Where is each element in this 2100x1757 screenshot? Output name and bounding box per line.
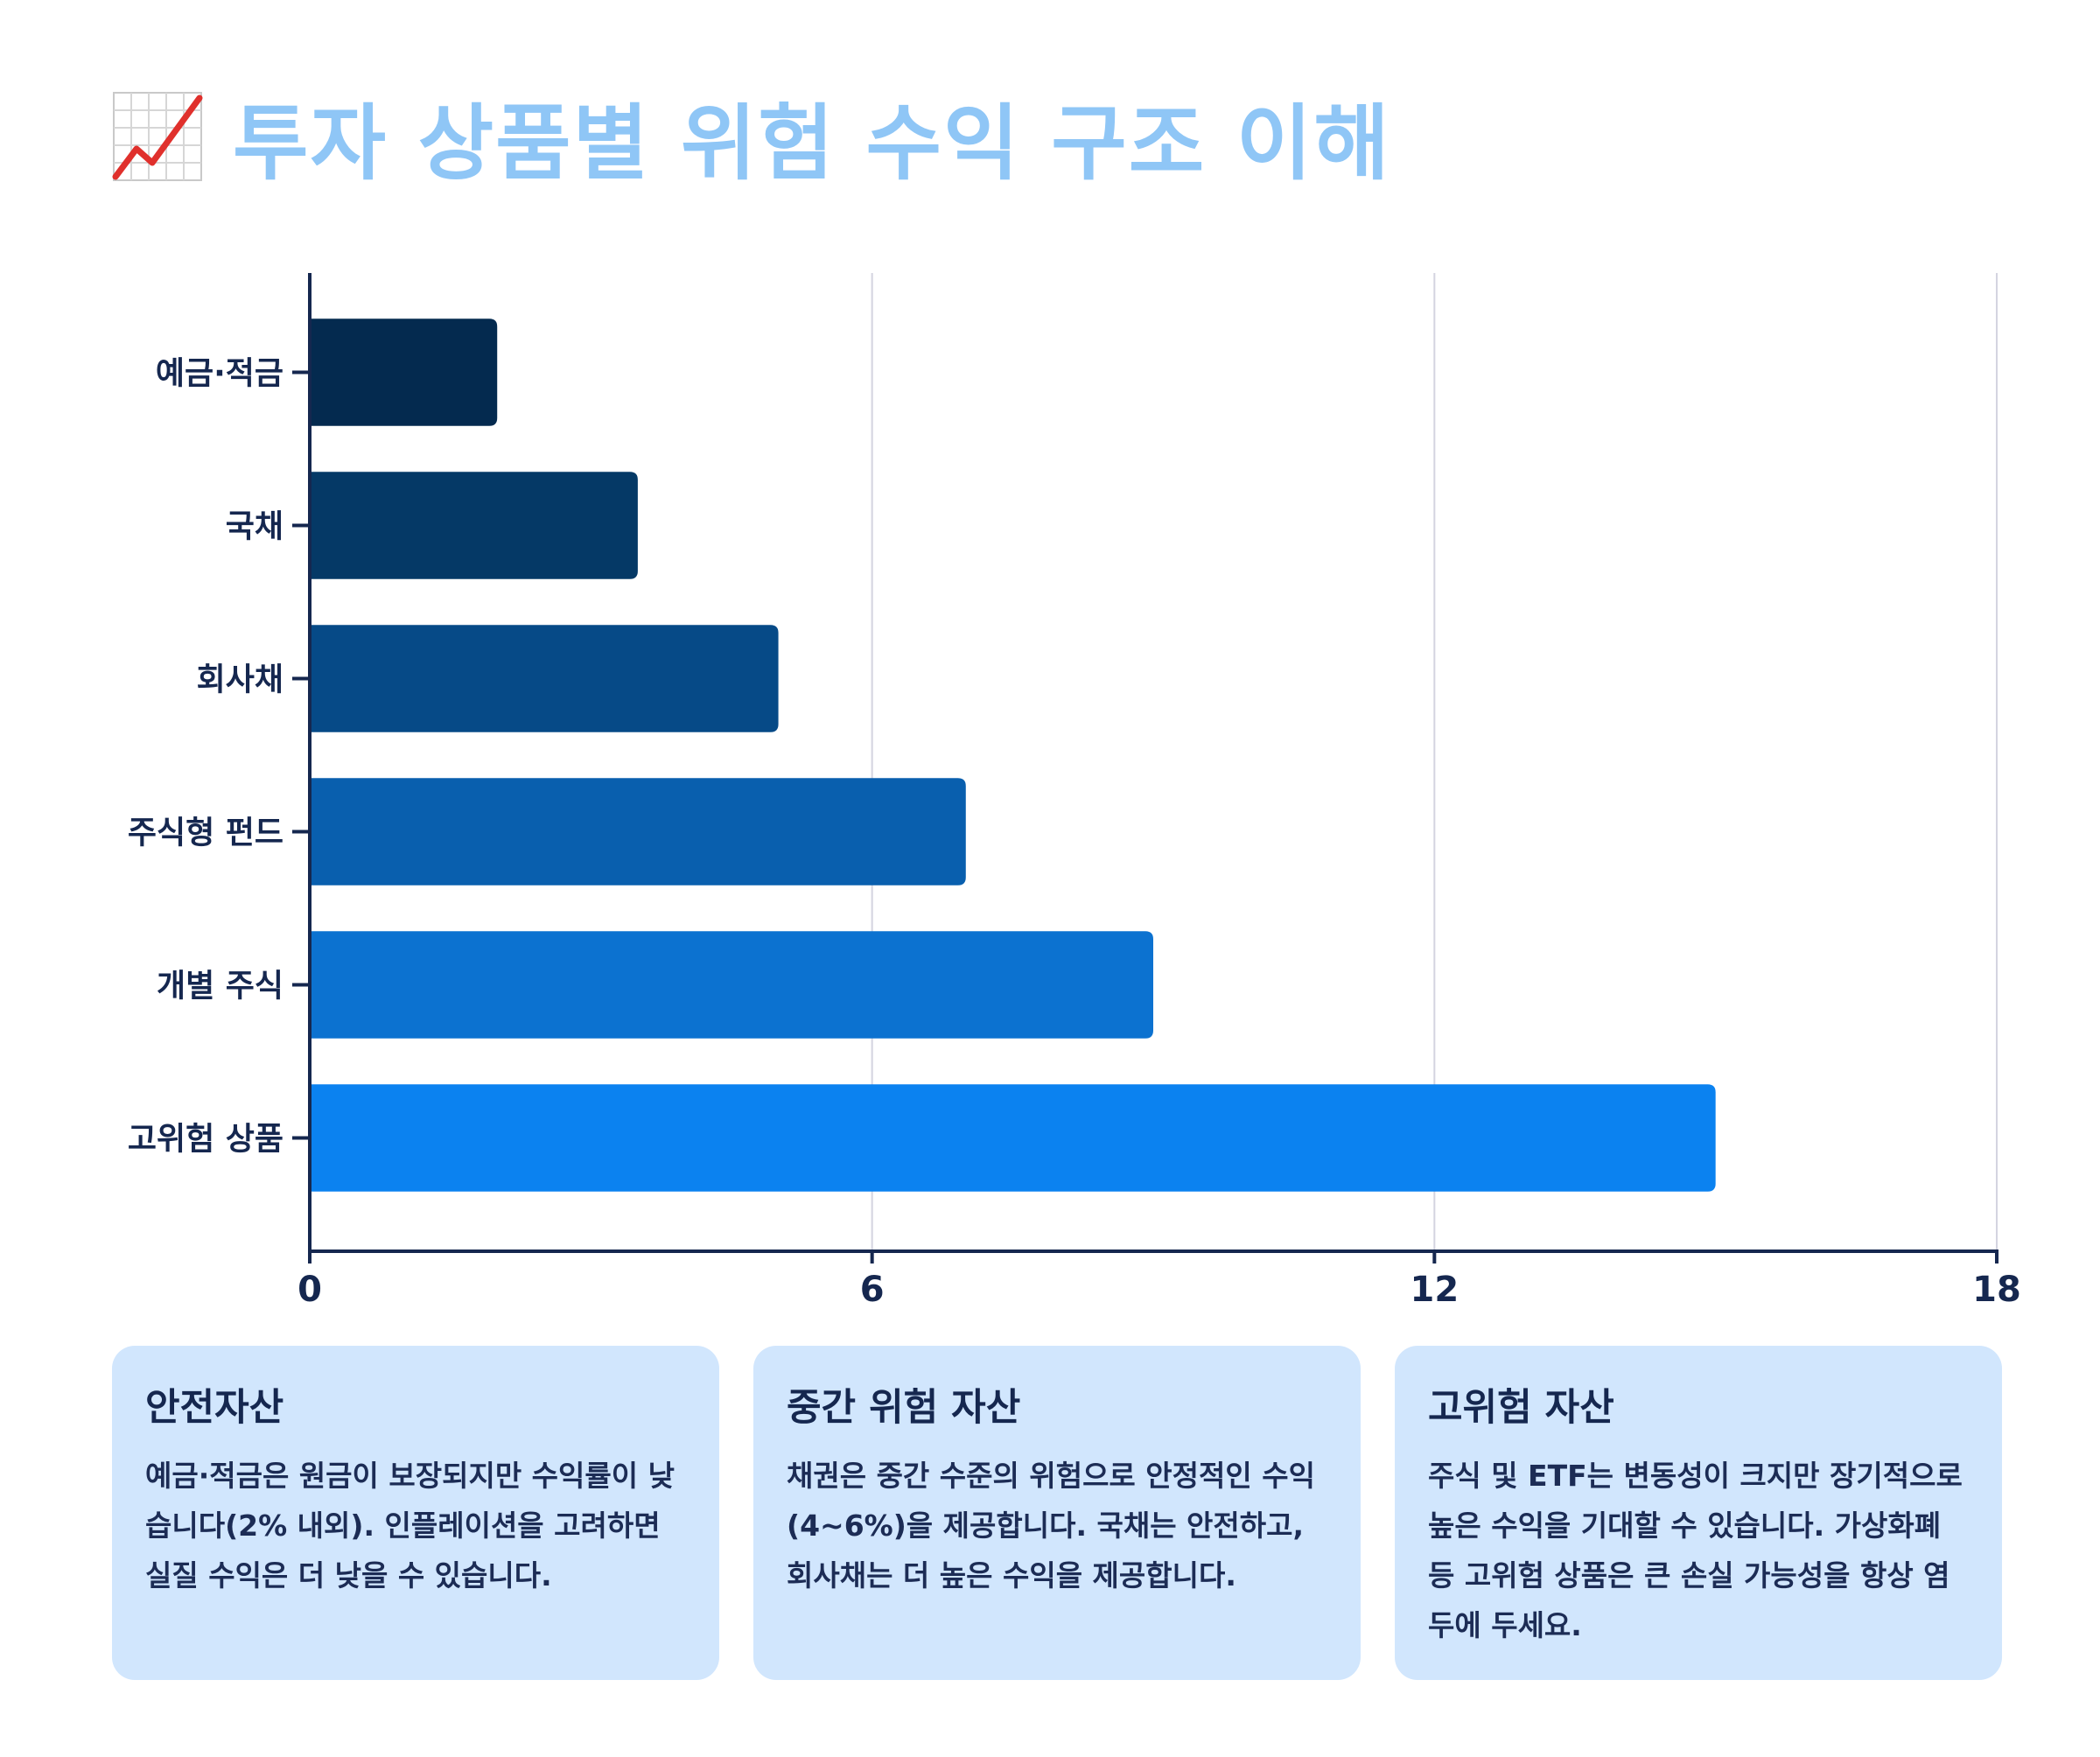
card-body: 채권은 중간 수준의 위험으로 안정적인 수익(4~6%)을 제공합니다. 국채…	[787, 1459, 1315, 1592]
card-title: 고위험 자산	[1428, 1386, 1614, 1430]
info-cards: 안전자산 예금·적금은 원금이 보장되지만 수익률이 낮습니다(2% 내외). …	[112, 1346, 2002, 1680]
x-tick-label: 18	[1972, 1270, 2021, 1310]
y-tick-label: 주식형 펀드	[128, 816, 284, 851]
bar	[310, 931, 1153, 1039]
header: 투자 상품별 위험 수익 구조 이해	[112, 84, 1391, 192]
card-title: 중간 위험 자산	[787, 1386, 1021, 1430]
x-tick-label: 6	[860, 1270, 885, 1310]
page-title: 투자 상품별 위험 수익 구조 이해	[233, 96, 1391, 192]
card-high-risk-assets: 고위험 자산 주식 및 ETF는 변동성이 크지만 장기적으로 높은 수익을 기…	[1395, 1346, 2002, 1680]
y-tick-label: 고위험 상품	[128, 1122, 284, 1158]
card-body: 예금·적금은 원금이 보장되지만 수익률이 낮습니다(2% 내외). 인플레이션…	[145, 1459, 675, 1592]
bar	[310, 472, 638, 579]
card-safe-assets: 안전자산 예금·적금은 원금이 보장되지만 수익률이 낮습니다(2% 내외). …	[112, 1346, 719, 1680]
card-body: 주식 및 ETF는 변동성이 크지만 장기적으로 높은 수익을 기대할 수 있습…	[1428, 1459, 1963, 1642]
x-tick-label: 0	[298, 1270, 322, 1310]
bar	[310, 318, 498, 426]
bar	[310, 625, 779, 732]
bar	[310, 1084, 1716, 1192]
y-tick-label: 회사채	[197, 662, 284, 698]
chart-axes	[308, 273, 1998, 1253]
x-tick-label: 12	[1410, 1270, 1459, 1310]
bar	[310, 778, 966, 886]
chart-increasing-icon	[112, 92, 203, 181]
y-tick-label: 예금·적금	[156, 356, 284, 392]
y-tick-label: 개별 주식	[157, 969, 284, 1004]
card-title: 안전자산	[145, 1386, 284, 1430]
card-medium-risk-assets: 중간 위험 자산 채권은 중간 수준의 위험으로 안정적인 수익(4~6%)을 …	[753, 1346, 1361, 1680]
chart-bars	[310, 318, 1716, 1192]
y-tick-label: 국채	[226, 509, 284, 545]
